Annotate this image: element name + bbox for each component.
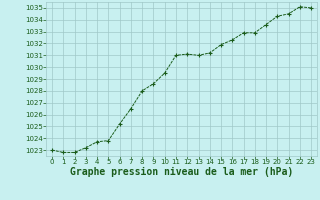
X-axis label: Graphe pression niveau de la mer (hPa): Graphe pression niveau de la mer (hPa)	[70, 167, 293, 177]
